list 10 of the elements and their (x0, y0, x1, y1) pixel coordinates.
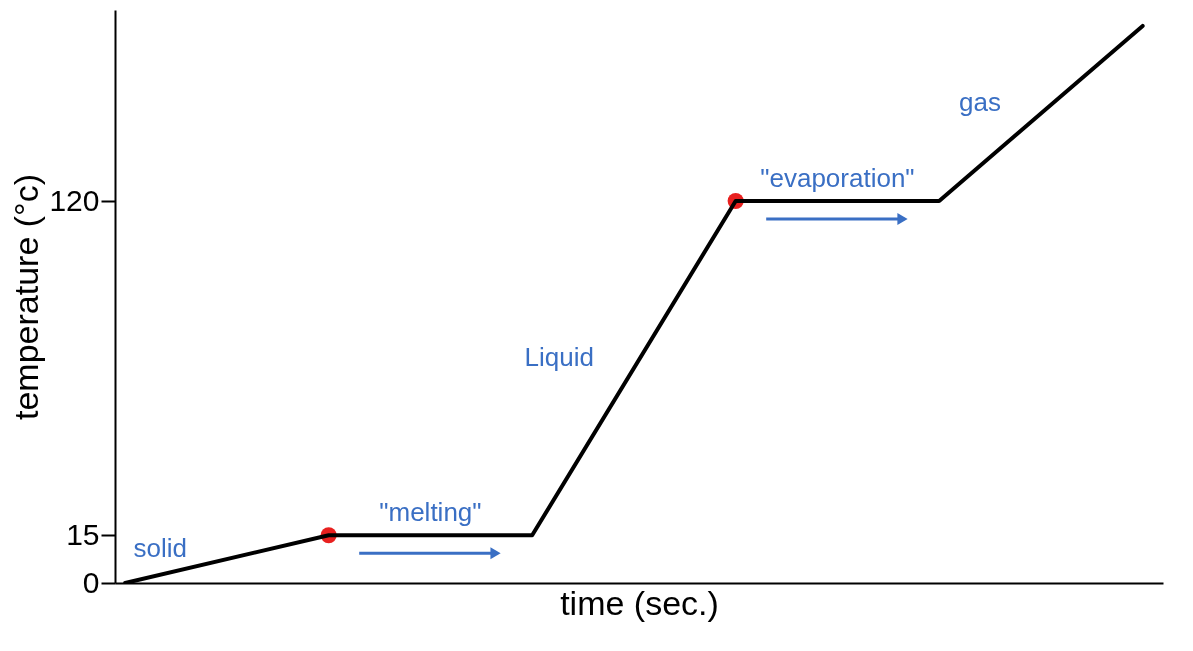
y-axis-title: temperature (°c) (7, 173, 46, 421)
y-tick-label: 0 (82, 565, 100, 599)
annotation: solid (133, 533, 187, 564)
annotation: "evaporation" (760, 163, 915, 193)
annotation: "melting" (379, 497, 482, 528)
annotation: Liquid (524, 342, 594, 373)
annotation: gas (958, 87, 1001, 118)
x-axis-title: time (sec.) (560, 583, 719, 622)
y-tick-label: 15 (66, 517, 100, 551)
y-tick-label: 120 (49, 183, 100, 217)
